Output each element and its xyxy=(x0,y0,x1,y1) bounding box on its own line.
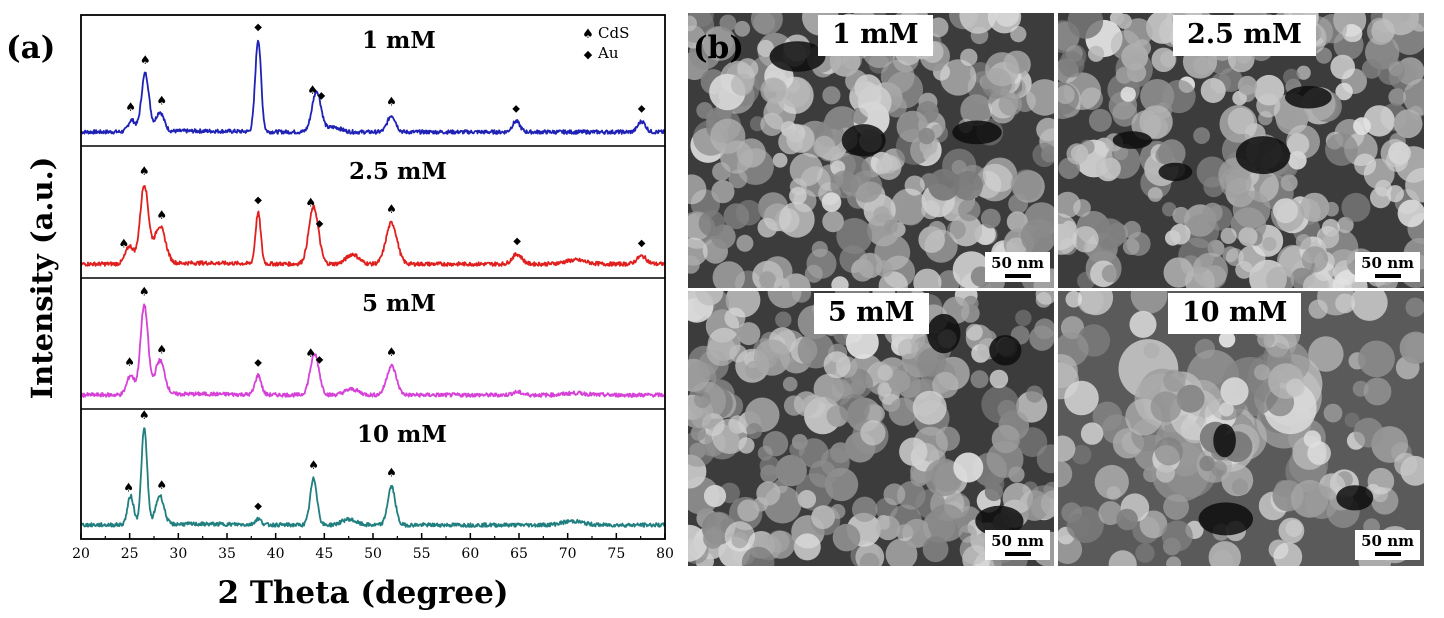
au-marker: ◆ xyxy=(638,103,646,114)
scale-text: 50 nm xyxy=(991,532,1044,550)
cds-marker: ♠ xyxy=(140,53,151,67)
cds-marker: ♠ xyxy=(386,345,397,359)
panel-a-label: (a) xyxy=(6,30,56,66)
sem-image-10mm: 10 mM 50 nm xyxy=(1058,291,1424,566)
cds-marker: ♠ xyxy=(386,466,397,480)
au-marker: ◆ xyxy=(254,195,262,206)
scale-bar: 50 nm xyxy=(985,530,1050,560)
sem-label: 1 mM xyxy=(818,15,933,56)
series-label: 10 mM xyxy=(357,421,447,448)
cds-marker: ♠ xyxy=(139,164,150,178)
scale-line xyxy=(1004,274,1031,278)
cds-marker: ♠ xyxy=(307,83,318,97)
x-tick-label: 65 xyxy=(510,546,528,562)
au-marker: ◆ xyxy=(254,501,262,512)
cds-marker: ♠ xyxy=(386,202,397,216)
scale-bar: 50 nm xyxy=(1355,252,1420,282)
x-tick-label: 35 xyxy=(218,546,236,562)
sem-texture xyxy=(688,13,1054,288)
cds-marker: ♠ xyxy=(118,237,129,251)
sem-texture xyxy=(688,291,1054,566)
sem-texture xyxy=(1058,291,1424,566)
xrd-chart: ♠♠♠◆♠ ◆ ♠◆ ◆1 mM♠♠♠◆ ♠◆♠◆ ◆2.5 mM♠♠♠◆♠ ◆♠5 mM♠… xyxy=(25,14,674,611)
au-marker: ◆ xyxy=(254,22,262,33)
scale-line xyxy=(1004,552,1031,556)
legend-label: CdS xyxy=(598,24,629,42)
sem-image-grid: 1 mM 50 nm 2.5 mM 50 nm 5 mM 50 nm 10 mM… xyxy=(688,13,1424,566)
panel-b-label: (b) xyxy=(693,30,745,66)
scale-text: 50 nm xyxy=(991,254,1044,272)
cds-marker: ♠ xyxy=(308,458,319,472)
cds-marker: ♠ xyxy=(125,100,136,114)
au-marker: ◆ xyxy=(513,236,521,247)
cds-marker: ♠ xyxy=(156,343,167,357)
cds-marker: ♠ xyxy=(139,285,150,299)
cds-marker: ♠ xyxy=(386,95,397,109)
cds-marker: ♠ xyxy=(156,478,167,492)
au-marker: ◆ xyxy=(316,354,324,365)
sem-image-5mm: 5 mM 50 nm xyxy=(688,291,1054,566)
x-tick-label: 45 xyxy=(315,546,333,562)
plot-frame xyxy=(80,14,666,540)
sem-image-1mm: 1 mM 50 nm xyxy=(688,13,1054,288)
series-label: 2.5 mM xyxy=(349,158,447,185)
x-tick-label: 80 xyxy=(656,546,674,562)
au-marker: ◆ xyxy=(638,238,646,249)
scale-text: 50 nm xyxy=(1361,532,1414,550)
legend-label: Au xyxy=(597,44,619,62)
series-label: 5 mM xyxy=(362,290,436,317)
x-tick-label: 50 xyxy=(364,546,382,562)
au-marker: ◆ xyxy=(512,103,520,114)
series-line xyxy=(80,185,666,267)
scale-line xyxy=(1374,274,1401,278)
cds-marker: ♠ xyxy=(124,355,135,369)
cds-marker: ♠ xyxy=(139,408,150,422)
x-axis-label: 2 Theta (degree) xyxy=(217,575,508,611)
sem-image-2-5mm: 2.5 mM 50 nm xyxy=(1058,13,1424,288)
au-marker: ◆ xyxy=(318,91,326,102)
au-marker: ◆ xyxy=(254,358,262,369)
x-tick-label: 70 xyxy=(559,546,577,562)
cds-marker: ♠ xyxy=(123,480,134,494)
cds-marker: ♠ xyxy=(156,208,167,222)
legend-marker: ♠ xyxy=(582,27,594,42)
x-tick-label: 75 xyxy=(607,546,625,562)
x-tick-label: 55 xyxy=(413,546,431,562)
x-tick-label: 20 xyxy=(72,546,90,562)
sem-label: 2.5 mM xyxy=(1173,15,1316,56)
series-line xyxy=(80,39,666,135)
scale-bar: 50 nm xyxy=(985,252,1050,282)
sem-label: 10 mM xyxy=(1168,293,1302,334)
scale-line xyxy=(1374,552,1401,556)
series-line xyxy=(80,303,666,398)
x-tick-label: 25 xyxy=(121,546,139,562)
series-line xyxy=(80,427,666,528)
legend-marker: ◆ xyxy=(584,48,593,61)
x-tick-label: 40 xyxy=(267,546,285,562)
cds-marker: ♠ xyxy=(305,346,316,360)
scale-bar: 50 nm xyxy=(1355,530,1420,560)
x-tick-label: 60 xyxy=(461,546,479,562)
cds-marker: ♠ xyxy=(305,196,316,210)
au-marker: ◆ xyxy=(316,219,324,230)
x-tick-label: 30 xyxy=(169,546,187,562)
y-axis-label: Intensity (a.u.) xyxy=(25,157,59,400)
scale-text: 50 nm xyxy=(1361,254,1414,272)
cds-marker: ♠ xyxy=(156,94,167,108)
series-label: 1 mM xyxy=(362,27,436,54)
sem-label: 5 mM xyxy=(814,293,929,334)
